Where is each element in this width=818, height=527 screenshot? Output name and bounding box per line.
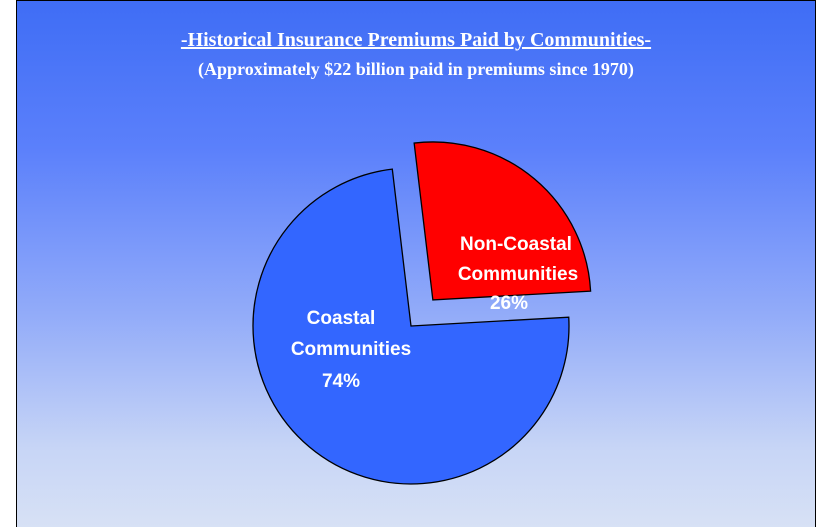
- pie-slice-non-coastal: [413, 141, 592, 301]
- slice-label-coastal-line2: Communities: [291, 339, 411, 360]
- chart-title: -Historical Insurance Premiums Paid by C…: [180, 29, 652, 51]
- slice-value-non-coastal: 26%: [490, 293, 528, 314]
- chart-subtitle: (Approximately $22 billion paid in premi…: [198, 59, 634, 79]
- slice-label-non-coastal-line2: Communities: [458, 264, 578, 285]
- pie-chart: Coastal Communities 74% Non-Coastal Comm…: [252, 141, 592, 485]
- slice-value-coastal: 74%: [322, 371, 360, 392]
- slice-label-coastal-line1: Coastal: [307, 308, 376, 329]
- slice-label-non-coastal-line1: Non-Coastal: [460, 234, 572, 255]
- pie-slice-coastal: [252, 168, 570, 485]
- chart-frame: -Historical Insurance Premiums Paid by C…: [16, 0, 816, 527]
